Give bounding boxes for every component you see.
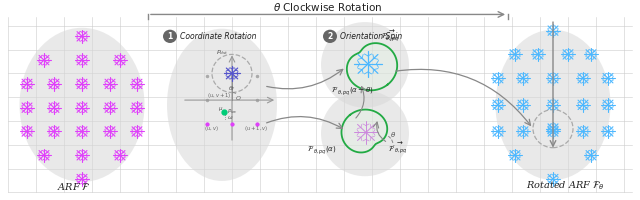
- Circle shape: [323, 30, 337, 43]
- Text: $O$: $O$: [235, 94, 242, 102]
- Text: Coordinate Rotation: Coordinate Rotation: [180, 32, 257, 41]
- Text: $(u,v)$: $(u,v)$: [204, 124, 219, 133]
- Text: $\vdots\omega$: $\vdots\omega$: [222, 113, 234, 122]
- Text: $(u, v+1)$: $(u, v+1)$: [207, 91, 232, 100]
- Text: $\mathcal{F}'_{\theta,pq}(\alpha)$: $\mathcal{F}'_{\theta,pq}(\alpha)$: [307, 144, 337, 157]
- Ellipse shape: [19, 28, 145, 182]
- Text: $\mu$: $\mu$: [218, 105, 223, 113]
- Text: 2: 2: [328, 32, 333, 41]
- Polygon shape: [342, 110, 387, 152]
- Text: $\mathcal{F}'_{\theta,pq}(\alpha-\theta)$: $\mathcal{F}'_{\theta,pq}(\alpha-\theta)…: [331, 85, 373, 98]
- Polygon shape: [347, 43, 397, 90]
- Text: 1: 1: [168, 32, 173, 41]
- Text: $(u+1,v)$: $(u+1,v)$: [244, 124, 269, 133]
- Ellipse shape: [495, 30, 611, 180]
- Ellipse shape: [321, 91, 409, 176]
- Text: $P_{src}$: $P_{src}$: [227, 107, 238, 116]
- Text: $P_{dst}$: $P_{dst}$: [216, 48, 228, 57]
- Text: Rotated ARF $\mathcal{F}_\theta$: Rotated ARF $\mathcal{F}_\theta$: [525, 180, 604, 192]
- Text: $\overrightarrow{\mathcal{F}'_{\theta,pq}}$: $\overrightarrow{\mathcal{F}'_{\theta,pq…: [388, 141, 408, 157]
- Text: $\theta_f$: $\theta_f$: [228, 84, 236, 93]
- Text: Orientation Spin: Orientation Spin: [340, 32, 403, 41]
- Ellipse shape: [321, 22, 409, 108]
- Ellipse shape: [167, 29, 277, 181]
- Text: $\theta$ Clockwise Rotation: $\theta$ Clockwise Rotation: [273, 1, 383, 13]
- Text: $\overrightarrow{\mathcal{F}_{\theta,pq}}$: $\overrightarrow{\mathcal{F}_{\theta,pq}…: [381, 29, 399, 44]
- Text: ARF $\mathcal{F}$: ARF $\mathcal{F}$: [57, 181, 91, 192]
- Text: $\theta$: $\theta$: [390, 130, 396, 139]
- Circle shape: [163, 30, 177, 43]
